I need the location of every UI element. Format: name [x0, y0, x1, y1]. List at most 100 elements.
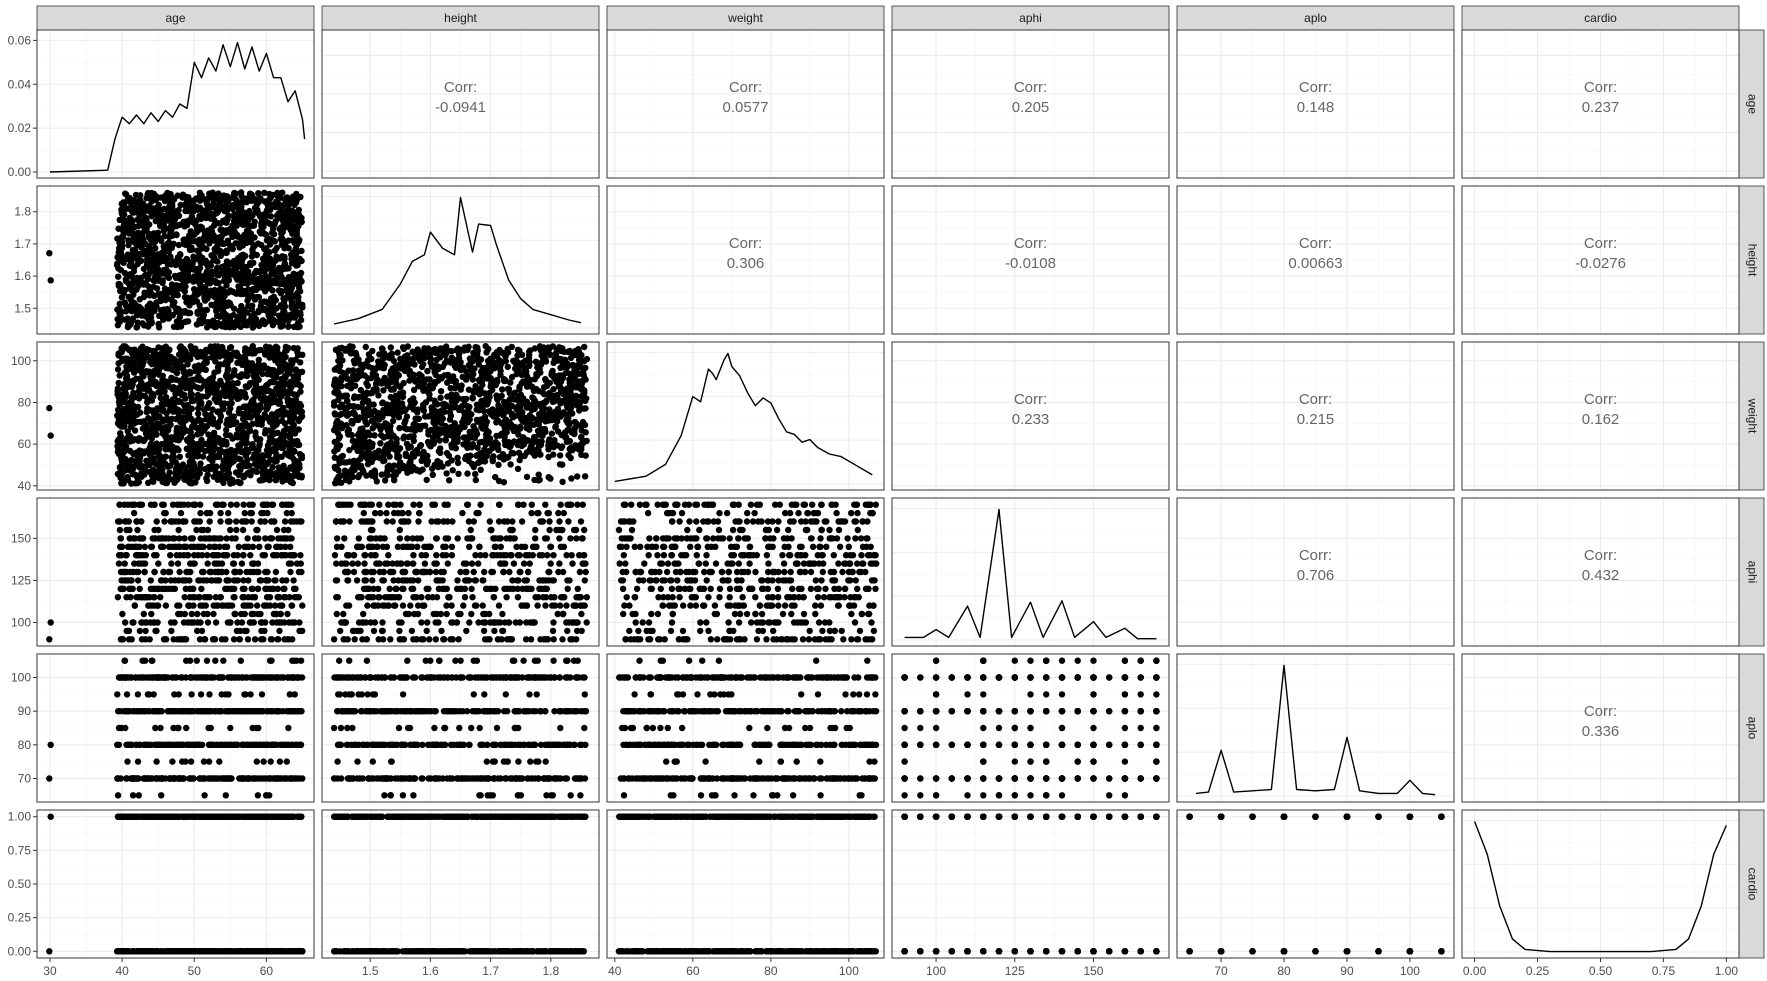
scatter-point	[187, 208, 195, 215]
scatter-point	[338, 401, 346, 408]
scatter-point	[215, 196, 223, 203]
scatter-point	[267, 194, 274, 202]
scatter-point	[203, 416, 210, 423]
scatter-point	[348, 431, 355, 439]
scatter-point	[190, 382, 197, 389]
scatter-point	[203, 477, 211, 485]
scatter-point	[396, 460, 404, 467]
strip-label-right-height: height	[1745, 244, 1759, 277]
scatter-point	[495, 461, 502, 468]
scatter-point	[179, 258, 186, 266]
strip-label-right-age: age	[1745, 94, 1759, 114]
scatter-point	[259, 452, 266, 459]
scatter-point	[167, 286, 174, 294]
scatter-point	[292, 366, 300, 373]
scatter-point	[203, 245, 210, 253]
scatter-points-weight-age	[46, 343, 306, 487]
scatter-point	[125, 460, 133, 468]
scatter-point	[548, 430, 556, 437]
scatter-point	[476, 439, 483, 446]
scatter-point	[247, 222, 255, 230]
scatter-point	[244, 470, 251, 477]
scatter-point	[162, 446, 170, 453]
scatter-point	[199, 238, 206, 245]
scatter-point	[331, 454, 338, 461]
scatter-points-height-age	[46, 189, 306, 331]
scatter-point	[508, 373, 516, 381]
scatter-point	[119, 347, 126, 354]
scatter-point	[270, 230, 278, 238]
scatter-point	[465, 386, 473, 393]
scatter-point	[204, 355, 211, 362]
scatter-point	[156, 235, 164, 242]
scatter-point	[158, 400, 166, 407]
scatter-point	[231, 228, 238, 235]
scatter-point	[224, 352, 231, 359]
scatter-point	[371, 432, 378, 439]
scatter-point	[233, 274, 240, 282]
panel-border	[321, 29, 600, 179]
scatter-point	[245, 448, 252, 456]
scatter-point	[288, 225, 295, 233]
scatter-point	[404, 343, 411, 350]
scatter-point	[203, 268, 211, 275]
scatter-point	[188, 423, 196, 431]
scatter-point	[438, 407, 445, 414]
scatter-point	[272, 218, 279, 225]
scatter-point	[223, 249, 230, 256]
scatter-point	[455, 351, 463, 358]
scatter-point	[422, 399, 430, 406]
scatter-point	[253, 369, 260, 376]
scatter-point	[176, 453, 183, 460]
scatter-point	[469, 376, 476, 383]
scatter-point	[395, 453, 403, 460]
scatter-point	[172, 415, 180, 423]
scatter-point	[344, 382, 351, 390]
scatter-point	[488, 445, 496, 452]
scatter-point	[267, 434, 274, 441]
scatter-point	[223, 426, 230, 434]
scatter-point	[405, 444, 412, 451]
scatter-point	[289, 230, 296, 237]
scatter-point	[435, 365, 442, 373]
scatter-point	[364, 397, 372, 405]
scatter-point	[495, 477, 503, 485]
scatter-point	[485, 345, 492, 353]
scatter-point	[125, 273, 132, 280]
panel-height-age	[36, 185, 315, 335]
scatter-point	[556, 344, 563, 351]
scatter-point	[196, 302, 203, 309]
scatter-point	[153, 382, 160, 389]
scatter-point	[173, 436, 180, 443]
scatter-point	[224, 360, 231, 368]
scatter-point	[377, 440, 384, 447]
scatter-point	[247, 367, 254, 374]
scatter-point	[414, 466, 421, 474]
scatter-point	[514, 366, 522, 373]
scatter-point	[233, 419, 240, 426]
scatter-point	[370, 366, 377, 373]
scatter-point	[122, 417, 130, 424]
scatter-point	[210, 231, 217, 238]
scatter-point	[501, 433, 508, 441]
scatter-point	[279, 379, 286, 386]
scatter-point	[472, 476, 479, 484]
scatter-point	[201, 423, 209, 430]
scatter-point	[234, 379, 241, 387]
scatter-point	[284, 432, 291, 439]
scatter-point	[172, 304, 179, 312]
scatter-point	[162, 393, 170, 401]
scatter-point	[148, 196, 155, 203]
scatter-point	[275, 287, 283, 294]
density-line-height	[333, 196, 582, 325]
panel-age-aplo: Corr:0.148	[1176, 29, 1455, 179]
corr-label: Corr:	[1014, 235, 1047, 252]
scatter-point	[362, 343, 369, 351]
scatter-point	[551, 398, 558, 405]
scatter-point	[121, 380, 128, 388]
scatter-point	[505, 407, 512, 414]
scatter-point	[203, 393, 210, 400]
scatter-point	[445, 347, 453, 355]
scatter-point	[160, 227, 167, 235]
scatter-point	[331, 438, 338, 446]
